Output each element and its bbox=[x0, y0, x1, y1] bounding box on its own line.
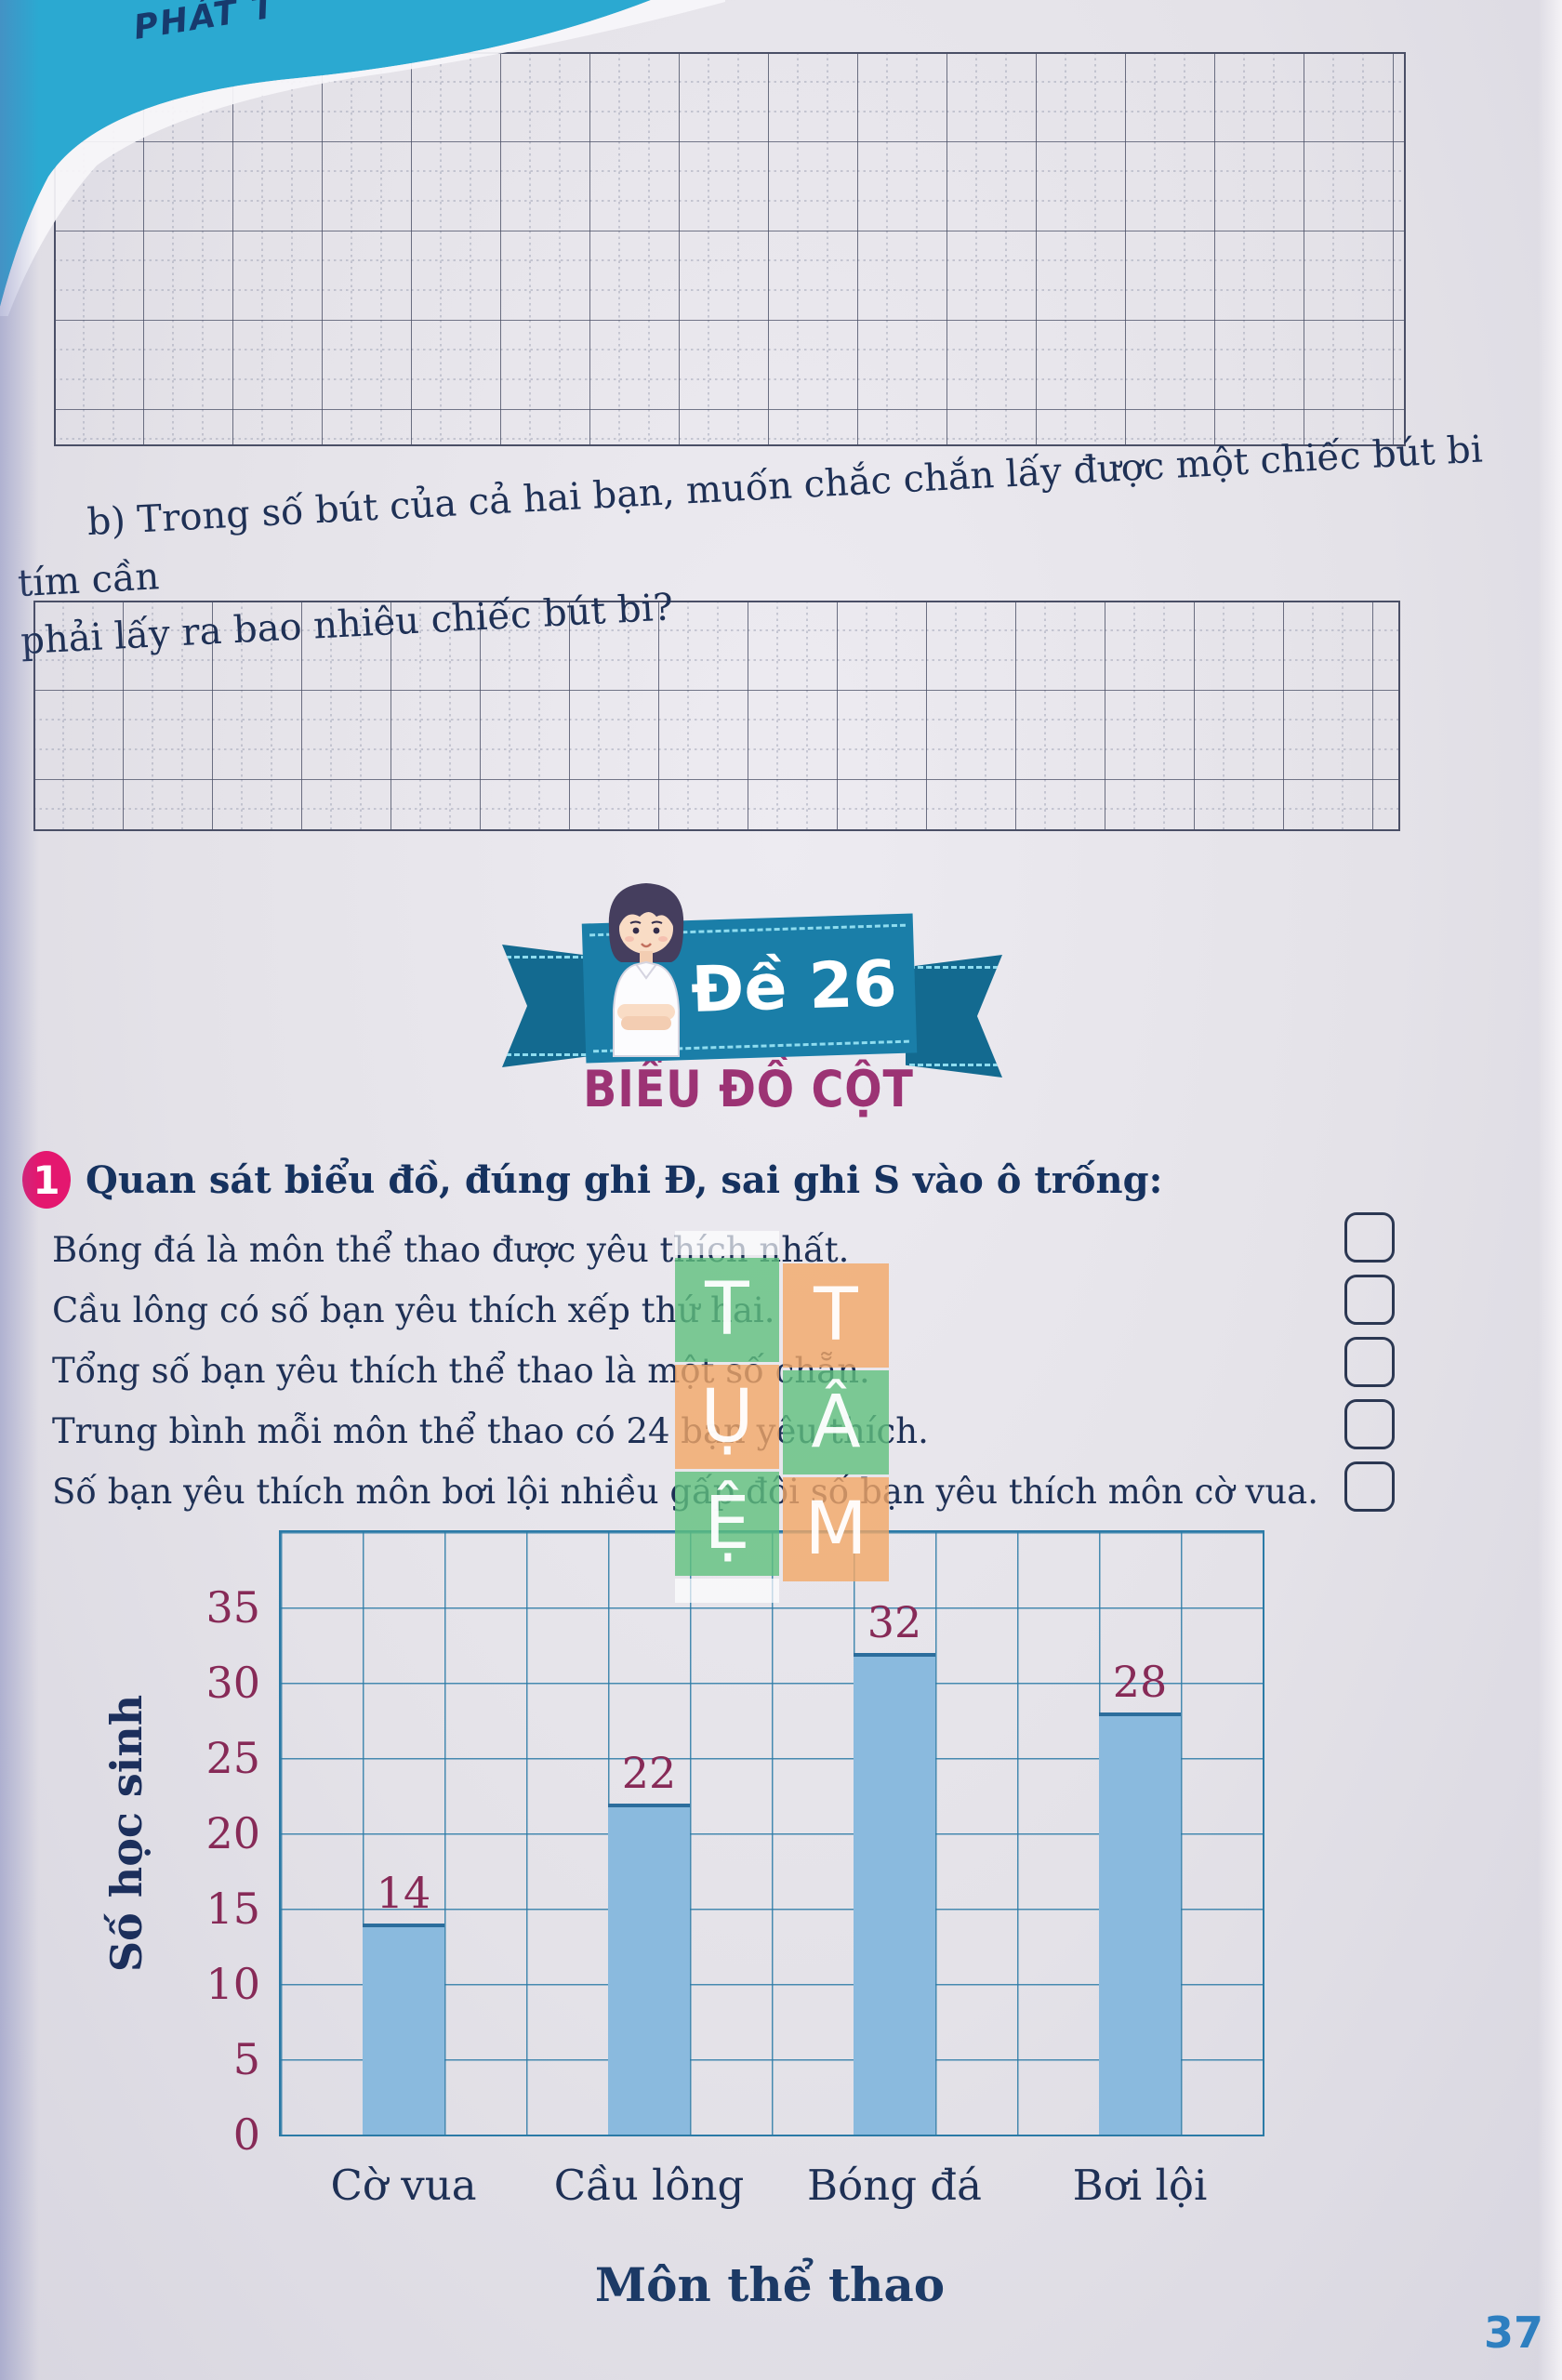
exercise-number-badge: 1 bbox=[22, 1151, 71, 1209]
exercise-header: 1 Quan sát biểu đồ, đúng ghi Đ, sai ghi … bbox=[22, 1151, 1473, 1209]
y-tick-label: 0 bbox=[232, 2109, 260, 2160]
page-corner-decoration: PHÁT T bbox=[0, 0, 725, 316]
chart-plot: 14 Cờ vua 22 Cầu lông 32 Bóng đá 28 Bơi lội 0 5 10… bbox=[205, 1530, 1264, 2210]
student-character-illustration bbox=[608, 883, 684, 1057]
writing-grid-answer bbox=[33, 601, 1400, 831]
x-category-label: Cầu lông bbox=[553, 2161, 745, 2210]
page-number: 37 bbox=[1484, 2307, 1544, 2358]
page-edge-highlight bbox=[1538, 0, 1562, 2380]
bar-value-label: 32 bbox=[867, 1596, 922, 1647]
exercise-number: 1 bbox=[33, 1157, 60, 1203]
y-tick-label: 15 bbox=[205, 1884, 260, 1934]
y-axis-title: Số học sinh bbox=[101, 1694, 152, 1973]
grid-area[interactable] bbox=[33, 601, 1400, 831]
statement-1: Bóng đá là môn thể thao được yêu thích n… bbox=[52, 1230, 850, 1270]
answer-box-column bbox=[1344, 1212, 1395, 1512]
answer-checkbox-5[interactable] bbox=[1344, 1461, 1395, 1512]
answer-checkbox-2[interactable] bbox=[1344, 1275, 1395, 1325]
y-tick-label: 20 bbox=[205, 1808, 260, 1858]
answer-checkbox-4[interactable] bbox=[1344, 1399, 1395, 1449]
bar-1 bbox=[363, 1924, 444, 2135]
x-category-label: Bơi lội bbox=[1072, 2161, 1208, 2210]
y-tick-label: 25 bbox=[205, 1733, 260, 1783]
bar-value-label: 22 bbox=[621, 1747, 677, 1798]
y-tick-label: 35 bbox=[205, 1582, 260, 1633]
statement-5: Số bạn yêu thích môn bơi lội nhiều gấp đ… bbox=[52, 1472, 1318, 1512]
answer-checkbox-1[interactable] bbox=[1344, 1212, 1395, 1263]
statement-3: Tổng số bạn yêu thích thể thao là một số… bbox=[52, 1351, 870, 1391]
statement-2: Cầu lông có số bạn yêu thích xếp thứ hai… bbox=[52, 1290, 775, 1330]
y-tick-label: 5 bbox=[232, 2034, 260, 2084]
y-tick-label: 30 bbox=[205, 1658, 260, 1708]
section-title: BIỂU ĐỒ CỘT bbox=[583, 1060, 914, 1118]
x-category-label: Cờ vua bbox=[330, 2161, 477, 2210]
ribbon-tail-right bbox=[906, 955, 1002, 1078]
grid-area[interactable] bbox=[54, 52, 1406, 446]
statement-4: Trung bình mỗi môn thể thao có 24 bạn yê… bbox=[52, 1411, 929, 1451]
x-category-label: Bóng đá bbox=[807, 2161, 982, 2210]
bar-2 bbox=[608, 1803, 690, 2135]
answer-checkbox-3[interactable] bbox=[1344, 1337, 1395, 1387]
bar-3 bbox=[854, 1652, 935, 2135]
x-axis-title: Môn thể thao bbox=[594, 2257, 946, 2312]
bar-value-label: 14 bbox=[376, 1868, 431, 1919]
bar-4 bbox=[1099, 1712, 1181, 2135]
exercise-prompt: Quan sát biểu đồ, đúng ghi Đ, sai ghi S … bbox=[86, 1157, 1163, 1202]
statement-list: Bóng đá là môn thể thao được yêu thích n… bbox=[52, 1220, 1354, 1522]
exercise-banner: Đề 26 bbox=[0, 837, 1562, 1097]
corner-band bbox=[0, 0, 651, 307]
writing-grid-top bbox=[54, 52, 1406, 446]
y-tick-label: 10 bbox=[205, 1959, 260, 2009]
bar-value-label: 28 bbox=[1112, 1657, 1168, 1708]
